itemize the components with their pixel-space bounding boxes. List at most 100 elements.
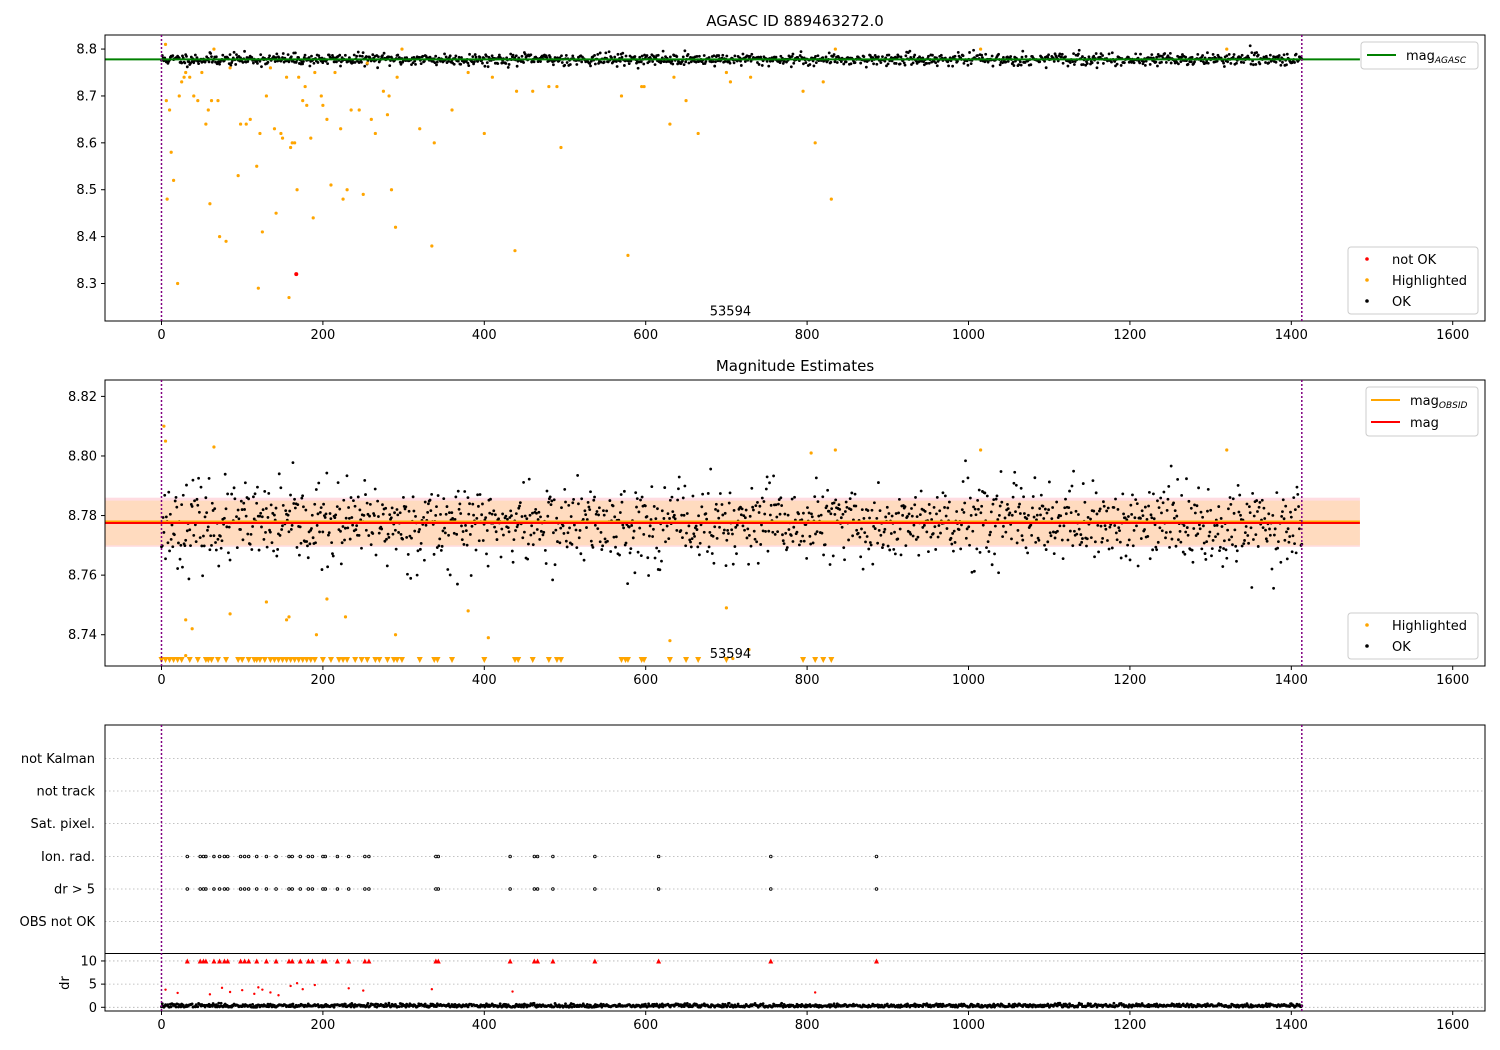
ok-point <box>848 497 852 501</box>
ok-point <box>235 53 238 57</box>
ok-point <box>1250 586 1254 589</box>
ok-point <box>293 497 296 501</box>
x-tick-label: 1400 <box>1275 328 1308 343</box>
ok-point <box>220 539 224 543</box>
ok-point <box>1100 540 1104 544</box>
ok-point <box>809 542 813 546</box>
dr-clipped-marker <box>242 958 248 964</box>
ok-point <box>1022 495 1025 499</box>
ok-point <box>310 527 313 530</box>
ok-point <box>1173 509 1177 513</box>
ok-point <box>953 54 957 58</box>
ok-point <box>1131 493 1134 497</box>
ok-point <box>250 548 254 551</box>
ok-point <box>779 54 783 58</box>
ok-point <box>1245 502 1249 506</box>
dr-red-point <box>347 987 350 990</box>
ok-point <box>781 533 784 537</box>
ok-point <box>989 530 992 534</box>
ok-point <box>1095 512 1099 516</box>
ok-point <box>331 554 335 558</box>
dr-clipped-marker <box>322 958 328 964</box>
ok-point <box>1106 506 1110 510</box>
ok-point <box>555 516 559 520</box>
ok-point <box>1134 52 1138 56</box>
below-axis-marker <box>812 657 819 663</box>
ok-point <box>1102 504 1106 508</box>
ok-point <box>672 513 676 517</box>
flag-marker <box>323 854 328 859</box>
ok-point <box>518 504 521 508</box>
flag-marker <box>656 887 661 891</box>
ok-point <box>746 527 750 531</box>
ok-point <box>1225 556 1229 560</box>
highlighted-point <box>668 122 672 126</box>
ok-point <box>1060 52 1064 56</box>
ok-point <box>585 526 588 529</box>
ok-point <box>799 50 803 54</box>
ok-point <box>971 529 975 533</box>
flag-marker <box>298 854 303 859</box>
ok-point <box>314 541 317 545</box>
ok-point <box>1243 539 1246 542</box>
ok-point <box>594 512 598 516</box>
ok-point <box>161 516 165 519</box>
ok-point <box>339 64 342 68</box>
ok-point <box>1063 506 1067 510</box>
ok-point <box>662 60 666 64</box>
ok-point <box>577 502 580 506</box>
ok-point <box>599 530 603 534</box>
ok-point <box>957 528 961 532</box>
ok-point <box>390 506 394 510</box>
ok-point <box>1154 545 1158 549</box>
x-tick-label: 1600 <box>1436 1018 1469 1033</box>
ok-point <box>814 61 818 65</box>
ok-point <box>711 534 715 538</box>
ok-point <box>192 534 196 537</box>
ok-point <box>464 529 468 533</box>
ok-point <box>1122 512 1125 516</box>
ok-point <box>451 517 455 520</box>
ok-point <box>181 493 185 497</box>
dr-red-point <box>277 994 280 997</box>
ok-point <box>611 504 615 508</box>
ok-point <box>1047 480 1051 484</box>
highlighted-point <box>176 281 180 286</box>
ok-point <box>580 60 584 64</box>
ok-point <box>1229 1005 1233 1009</box>
ok-point <box>455 532 459 536</box>
ok-point <box>1061 61 1065 65</box>
ok-point <box>468 502 471 506</box>
highlighted-point <box>255 164 259 168</box>
ok-point <box>281 524 284 528</box>
ok-point <box>739 513 743 517</box>
ok-point <box>614 60 618 63</box>
ok-point <box>935 512 938 516</box>
legend-not-ok-label: not OK <box>1392 253 1437 268</box>
ok-point <box>739 59 742 63</box>
ok-point <box>506 517 509 521</box>
ok-point <box>519 1005 523 1009</box>
ok-point <box>1283 538 1287 542</box>
ok-point <box>1274 60 1278 64</box>
highlighted-point <box>749 75 753 79</box>
ok-point <box>214 548 218 552</box>
highlighted-point <box>343 615 348 619</box>
ok-point <box>1267 512 1271 516</box>
flag-marker <box>222 887 227 891</box>
ok-point <box>530 524 534 528</box>
ok-point <box>414 62 417 66</box>
legend2-ok-label: OK <box>1392 640 1411 655</box>
ok-point <box>185 65 189 69</box>
ok-point <box>780 504 784 507</box>
ok-point <box>258 59 262 63</box>
ok-point <box>465 543 469 547</box>
ok-point <box>284 509 288 513</box>
ok-point <box>457 507 461 511</box>
ok-point <box>1198 527 1202 531</box>
ok-point <box>1222 65 1226 68</box>
ok-point <box>946 60 950 64</box>
ok-point <box>352 53 356 57</box>
ok-point <box>685 512 689 515</box>
ok-point <box>1151 548 1155 552</box>
